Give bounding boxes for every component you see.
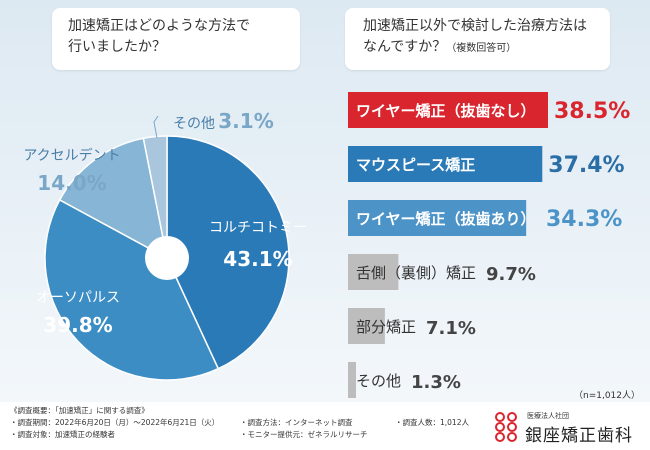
footer-count: ・調査人数：1,012人 <box>395 418 469 427</box>
bar-label-value-5: 1.3% <box>411 372 461 393</box>
bar-label-value-4: 7.1% <box>426 318 476 339</box>
bar-label-category-2: ワイヤー矯正（抜歯あり） <box>356 210 536 228</box>
pie-leader-line <box>153 115 159 139</box>
pie-slice-1 <box>44 198 220 381</box>
logo-subtitle: 医療法人社団 <box>527 412 569 420</box>
footer-target: ・調査対象：加速矯正の経験者 <box>10 430 115 439</box>
pie-label-category-3: その他 <box>173 116 215 132</box>
bar-label-category-0: ワイヤー矯正（抜歯なし） <box>356 102 536 120</box>
bar-label-category-5: その他 <box>356 372 401 390</box>
pie-label-category-1: オーソパルス <box>36 290 120 306</box>
pie-label-value-1: 39.8% <box>43 313 112 337</box>
footer-method: ・調査方法：インターネット調査 <box>240 418 353 427</box>
footer-period: ・調査期間：2022年6月20日（月）〜2022年6月21日（火） <box>10 418 220 427</box>
bar-label-value-0: 38.5% <box>554 99 630 124</box>
pie-slice-2 <box>58 137 169 260</box>
sample-size-note: （n=1,012人） <box>574 390 640 401</box>
pie-slice-0 <box>166 135 290 370</box>
bar-label-value-3: 9.7% <box>486 264 536 285</box>
question-2-line2: なんですか？ <box>363 39 447 55</box>
footer-provider: ・モニター提供元：ゼネラルリサーチ <box>240 430 368 439</box>
pie-label-value-3: 3.1% <box>218 109 273 133</box>
bar-1 <box>348 146 543 182</box>
question-2-note: （複数回答可） <box>446 43 517 54</box>
bar-2 <box>348 200 527 236</box>
bar-3 <box>348 254 399 290</box>
pie-slice-3 <box>142 135 168 259</box>
pie-hole <box>145 236 189 280</box>
pie-label-category-2: アクセルデント <box>23 147 120 164</box>
question-1-line2: 行いましたか？ <box>68 39 166 55</box>
clinic-logo-icon <box>495 412 519 442</box>
bar-5 <box>348 362 356 398</box>
bar-4 <box>348 308 385 344</box>
bar-label-value-2: 34.3% <box>546 207 622 232</box>
bar-label-category-3: 舌側（裏側）矯正 <box>356 264 476 282</box>
question-box-1: 加速矯正はどのような方法で 行いましたか？ <box>52 8 300 70</box>
question-2-line1: 加速矯正以外で検討した治療方法は <box>363 18 587 34</box>
bar-chart: ワイヤー矯正（抜歯なし） 38.5% マウスピース矯正 37.4% ワイヤー矯正（抜歯あ… <box>348 92 640 401</box>
pie-label-value-2: 14.0% <box>37 171 106 195</box>
bar-0 <box>348 92 548 128</box>
pie-label-category-0: コルチコトミー <box>209 220 307 236</box>
bar-label-category-1: マウスピース矯正 <box>356 156 475 174</box>
footer: 《調査概要：「加速矯正」に関する調査》 ・調査期間：2022年6月20日（月）〜… <box>0 402 650 450</box>
bar-label-value-1: 37.4% <box>548 153 624 178</box>
question-1-line1: 加速矯正はどのような方法で <box>68 18 250 34</box>
pie-chart: コルチコトミー 43.1% オーソパルス 39.8% アクセルデント 14.0% その他 3.… <box>23 109 307 381</box>
footer-title: 《調査概要：「加速矯正」に関する調査》 <box>10 406 149 415</box>
question-box-2: 加速矯正以外で検討した治療方法は なんですか？（複数回答可） <box>345 8 610 70</box>
logo-name: 銀座矯正歯科 <box>525 426 633 446</box>
pie-label-value-0: 43.1% <box>223 247 292 271</box>
bar-label-category-4: 部分矯正 <box>356 318 416 336</box>
